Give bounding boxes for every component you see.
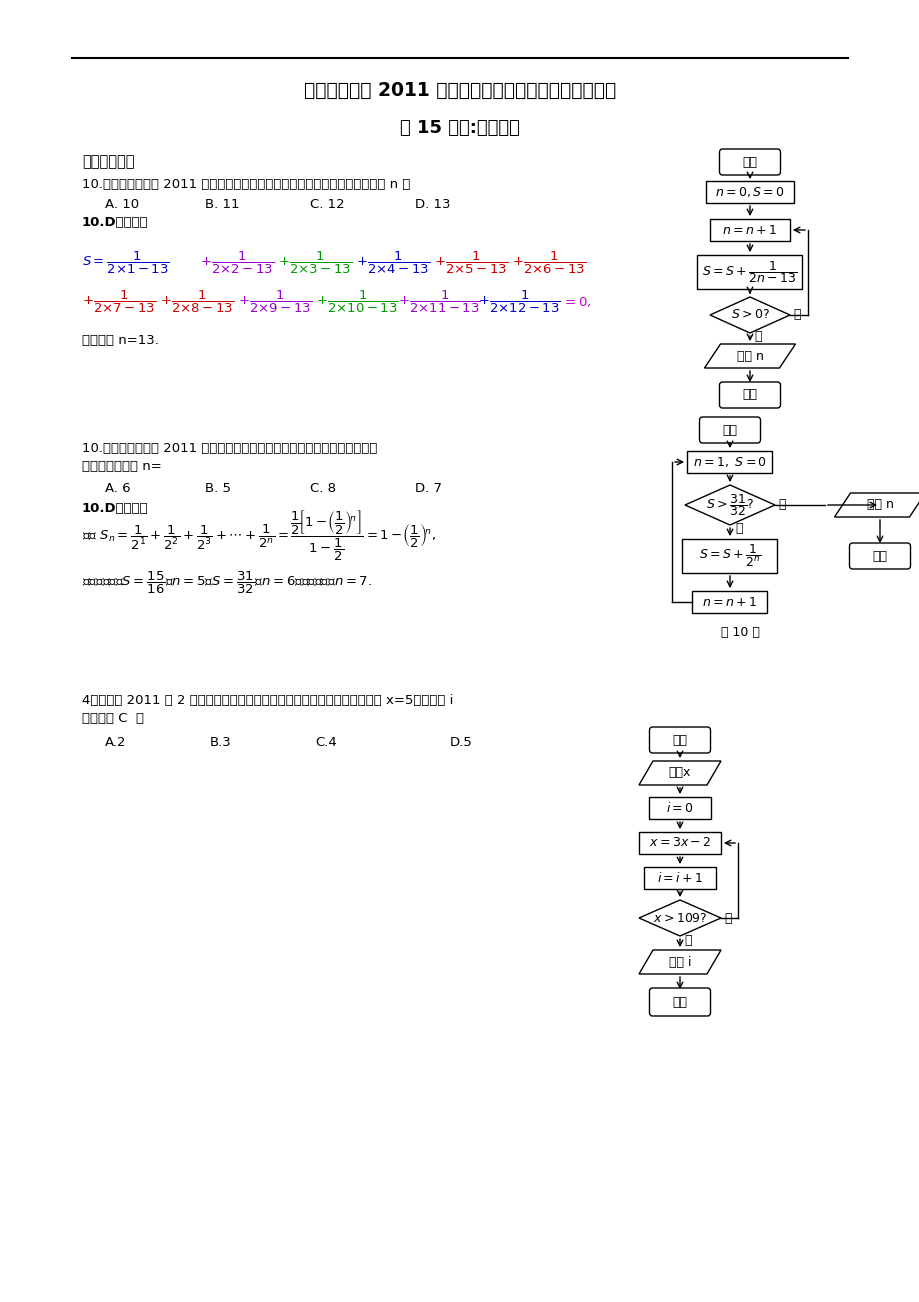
Text: 10.（安徽省合肥市 2011 年高三第一次教学质量检测文科）执行如边的程序: 10.（安徽省合肥市 2011 年高三第一次教学质量检测文科）执行如边的程序 [82, 441, 377, 454]
Text: 是: 是 [683, 934, 691, 947]
Text: B.3: B.3 [210, 737, 232, 750]
Bar [648, 797, 710, 819]
FancyBboxPatch shape [649, 988, 709, 1016]
Text: 则输出的 n=13.: 则输出的 n=13. [82, 333, 159, 346]
FancyBboxPatch shape [848, 543, 910, 569]
Text: $S=S+\dfrac{1}{2^n}$: $S=S+\dfrac{1}{2^n}$ [698, 543, 760, 569]
Text: 开始: 开始 [742, 155, 756, 168]
Text: A. 6: A. 6 [105, 482, 130, 495]
FancyBboxPatch shape [719, 148, 779, 174]
Text: $+\dfrac{1}{2{\times}10-13}$: $+\dfrac{1}{2{\times}10-13}$ [315, 289, 398, 315]
Bar [705, 181, 793, 203]
Text: $x>109?$: $x>109?$ [652, 911, 707, 924]
Text: D. 13: D. 13 [414, 198, 450, 211]
Text: 开始: 开始 [672, 733, 686, 746]
Text: $= 0,$: $= 0,$ [562, 296, 591, 309]
Text: 10.D《解析》: 10.D《解析》 [82, 501, 149, 514]
Text: $+\dfrac{1}{2{\times}12-13}$: $+\dfrac{1}{2{\times}12-13}$ [478, 289, 560, 315]
Text: 输出 n: 输出 n [866, 499, 892, 512]
Text: B. 11: B. 11 [205, 198, 239, 211]
Text: B. 5: B. 5 [205, 482, 231, 495]
Text: $+\dfrac{1}{2{\times}6-13}$: $+\dfrac{1}{2{\times}6-13}$ [512, 250, 585, 276]
Text: 否: 否 [723, 911, 731, 924]
Text: D.5: D.5 [449, 737, 472, 750]
Text: $i=i+1$: $i=i+1$ [656, 871, 702, 885]
Polygon shape [639, 900, 720, 936]
Text: 由框图可知，$S=\dfrac{15}{16}$时$n=5$；$S=\dfrac{31}{32}$时$n=6$，所以输出的$n=7$.: 由框图可知，$S=\dfrac{15}{16}$时$n=5$；$S=\dfrac… [82, 570, 371, 596]
Polygon shape [704, 344, 795, 368]
Text: 10.D《解析》: 10.D《解析》 [82, 216, 149, 228]
Text: $+\dfrac{1}{2{\times}4-13}$: $+\dfrac{1}{2{\times}4-13}$ [356, 250, 430, 276]
Text: 否: 否 [734, 522, 742, 535]
Text: $+\dfrac{1}{2{\times}3-13}$: $+\dfrac{1}{2{\times}3-13}$ [278, 250, 352, 276]
Text: 一、选择题：: 一、选择题： [82, 155, 134, 169]
Text: $n=n+1$: $n=n+1$ [721, 224, 777, 237]
Text: $S>\dfrac{31}{32}?$: $S>\dfrac{31}{32}?$ [705, 492, 754, 518]
FancyBboxPatch shape [649, 727, 709, 753]
Text: 4（安徽省 2011 年 2 月皖北高三大联考文理科）如图所示的程序框图中，若 x=5，则输出 i: 4（安徽省 2011 年 2 月皖北高三大联考文理科）如图所示的程序框图中，若 … [82, 694, 453, 707]
Text: $x=3x-2$: $x=3x-2$ [648, 836, 710, 849]
Bar [709, 219, 789, 241]
Text: 是: 是 [754, 331, 761, 344]
Text: C. 8: C. 8 [310, 482, 335, 495]
Text: 结束: 结束 [871, 549, 887, 562]
Text: 运行 $S_n=\dfrac{1}{2^1}+\dfrac{1}{2^2}+\dfrac{1}{2^3}+\cdots+\dfrac{1}{2^n}=\dfra: 运行 $S_n=\dfrac{1}{2^1}+\dfrac{1}{2^2}+\d… [82, 509, 436, 564]
Text: 10.（安徽省合肥市 2011 年高三第一次教学质量检测理科）如图所示，输出的 n 为: 10.（安徽省合肥市 2011 年高三第一次教学质量检测理科）如图所示，输出的 … [82, 178, 410, 191]
Text: 的値是（ C  ）: 的値是（ C ） [82, 712, 144, 725]
Text: 结束: 结束 [742, 388, 756, 401]
Bar [697, 255, 801, 289]
Text: C. 12: C. 12 [310, 198, 345, 211]
Text: A.2: A.2 [105, 737, 127, 750]
Text: 开始: 开始 [721, 423, 737, 436]
Bar [682, 539, 777, 573]
Bar [686, 450, 772, 473]
Bar [692, 591, 766, 613]
Text: $S>0?$: $S>0?$ [730, 309, 768, 322]
Text: 输出 n: 输出 n [736, 349, 763, 362]
Polygon shape [685, 486, 774, 525]
Text: 安徽省各地市 2011 年高考数学最新联考试题分类大汇编: 安徽省各地市 2011 年高考数学最新联考试题分类大汇编 [303, 81, 616, 99]
Text: C.4: C.4 [314, 737, 336, 750]
Text: $+\dfrac{1}{2{\times}5-13}$: $+\dfrac{1}{2{\times}5-13}$ [434, 250, 507, 276]
Polygon shape [639, 760, 720, 785]
Text: 输出 i: 输出 i [668, 956, 690, 969]
Bar [643, 867, 715, 889]
Text: $S = \dfrac{1}{2{\times}1-13}$: $S = \dfrac{1}{2{\times}1-13}$ [82, 250, 170, 276]
Polygon shape [709, 297, 789, 333]
Text: D. 7: D. 7 [414, 482, 441, 495]
Bar [639, 832, 720, 854]
FancyBboxPatch shape [698, 417, 760, 443]
Text: $+\dfrac{1}{2{\times}7-13}$: $+\dfrac{1}{2{\times}7-13}$ [82, 289, 156, 315]
Text: 第 15 部分:算法框图: 第 15 部分:算法框图 [400, 118, 519, 137]
Text: $n=0, S=0$: $n=0, S=0$ [714, 185, 784, 199]
Text: 结束: 结束 [672, 996, 686, 1009]
Text: A. 10: A. 10 [105, 198, 139, 211]
Text: $+\dfrac{1}{2{\times}9-13}$: $+\dfrac{1}{2{\times}9-13}$ [238, 289, 312, 315]
Text: $+\dfrac{1}{2{\times}11-13}$: $+\dfrac{1}{2{\times}11-13}$ [398, 289, 480, 315]
Text: $n=n+1$: $n=n+1$ [701, 595, 757, 608]
Text: 是: 是 [777, 499, 785, 512]
Polygon shape [639, 950, 720, 974]
Text: $+\dfrac{1}{2{\times}8-13}$: $+\dfrac{1}{2{\times}8-13}$ [160, 289, 234, 315]
Text: $i=0$: $i=0$ [665, 801, 693, 815]
FancyBboxPatch shape [719, 381, 779, 408]
Text: 第 10 题: 第 10 题 [720, 625, 758, 638]
Text: $n=1,\ S=0$: $n=1,\ S=0$ [692, 454, 766, 469]
Text: 框图，则输出的 n=: 框图，则输出的 n= [82, 460, 162, 473]
Polygon shape [834, 493, 919, 517]
Text: 否: 否 [792, 309, 800, 322]
Text: $+\dfrac{1}{2{\times}2-13}$: $+\dfrac{1}{2{\times}2-13}$ [199, 250, 274, 276]
Text: 输入x: 输入x [668, 767, 690, 780]
Text: $S=S+\dfrac{1}{2n-13}$: $S=S+\dfrac{1}{2n-13}$ [701, 259, 797, 285]
